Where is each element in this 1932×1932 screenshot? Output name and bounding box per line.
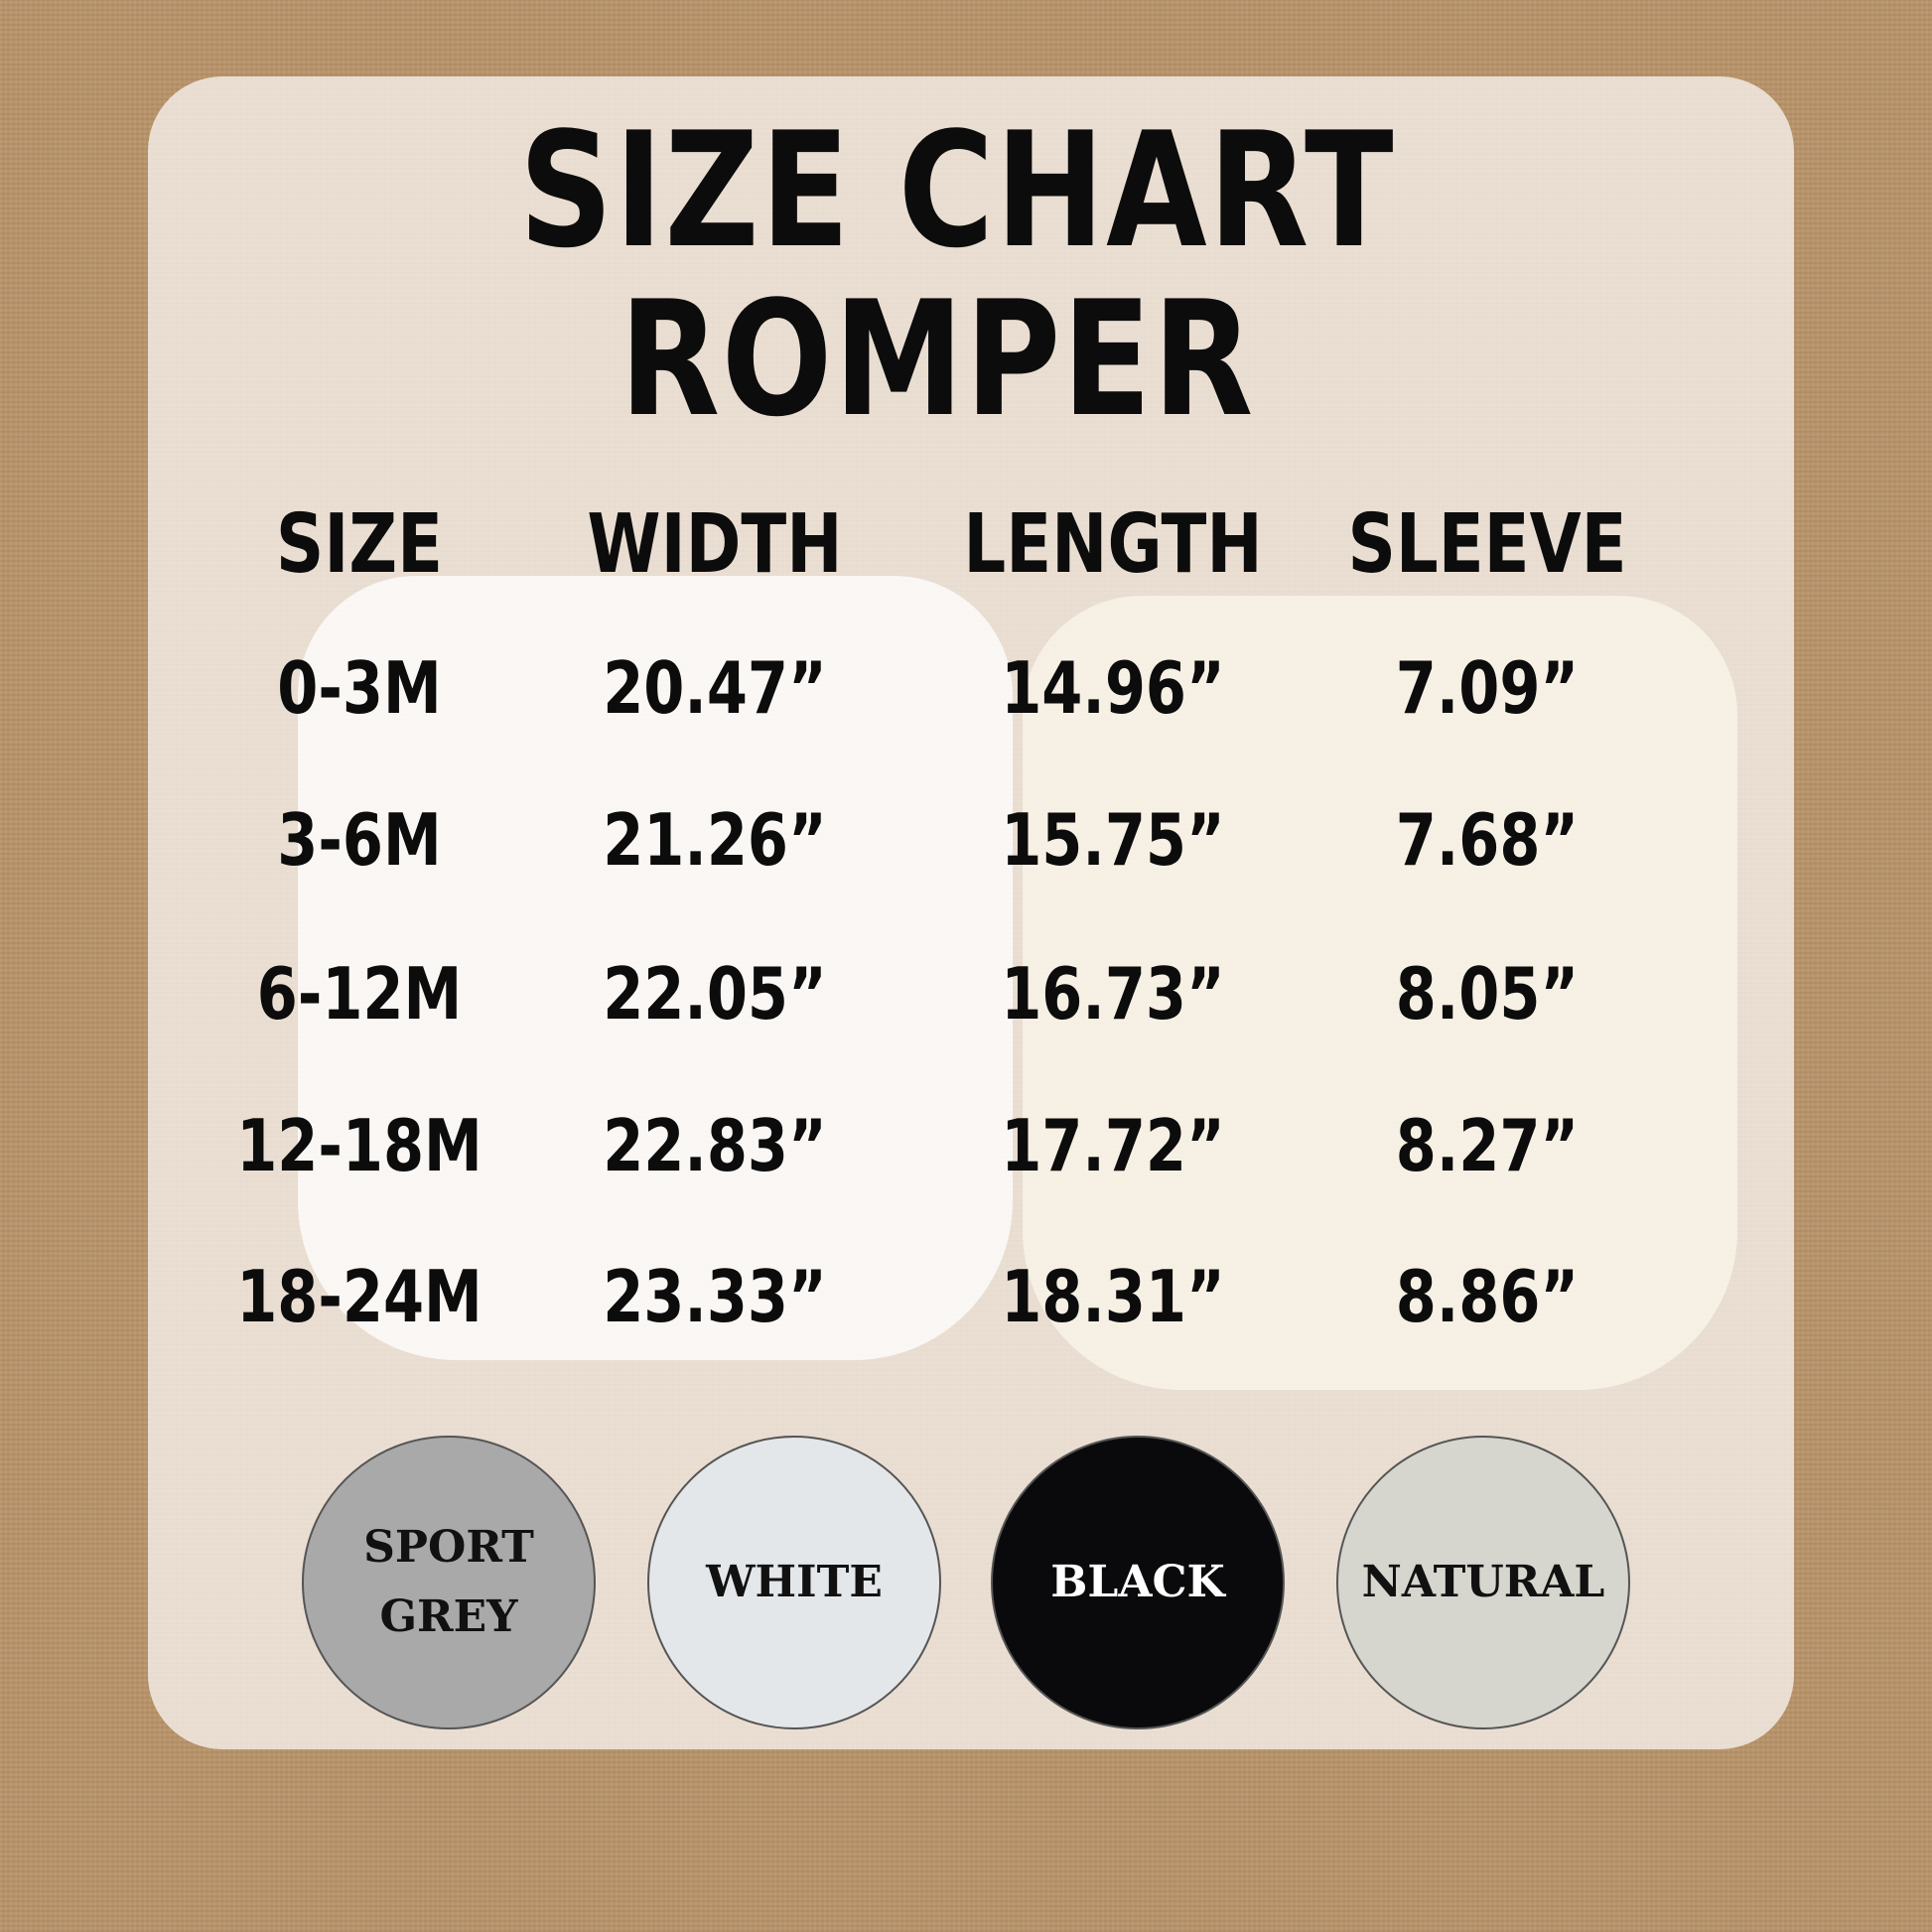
color-label-line: GREY <box>379 1591 518 1642</box>
color-label: NATURAL <box>1362 1548 1605 1617</box>
header-size: SIZE <box>275 497 444 592</box>
header-length: LENGTH <box>963 497 1263 592</box>
cell-length: 16.73” <box>1001 952 1225 1035</box>
cell-width: 22.05” <box>603 952 827 1035</box>
cell-width: 22.83” <box>603 1104 827 1187</box>
cell-width: 23.33” <box>603 1255 827 1338</box>
cell-size: 12-18M <box>236 1104 483 1187</box>
color-swatch: SPORT GREY <box>302 1436 596 1729</box>
color-label-line: SPORT <box>363 1521 534 1573</box>
cell-length: 17.72” <box>1001 1104 1225 1187</box>
chart-subtitle: ROMPER <box>620 266 1255 452</box>
cell-sleeve: 8.05” <box>1395 952 1580 1035</box>
natural-romper-photo <box>1023 596 1737 1390</box>
cell-sleeve: 8.27” <box>1395 1104 1580 1187</box>
chart-title: SIZE CHART <box>518 97 1396 283</box>
color-swatch: BLACK <box>991 1436 1285 1729</box>
cell-size: 3-6M <box>277 798 442 882</box>
color-label: BLACK <box>1050 1548 1225 1617</box>
color-label-line: BLACK <box>1050 1556 1225 1607</box>
cell-width: 20.47” <box>603 646 827 730</box>
cell-width: 21.26” <box>603 798 827 882</box>
cell-length: 14.96” <box>1001 646 1225 730</box>
color-swatch: NATURAL <box>1336 1436 1630 1729</box>
cell-sleeve: 7.09” <box>1395 646 1580 730</box>
cell-length: 15.75” <box>1001 798 1225 882</box>
cell-size: 0-3M <box>277 646 442 730</box>
header-width: WIDTH <box>587 497 843 592</box>
cell-length: 18.31” <box>1001 1255 1225 1338</box>
header-sleeve: SLEEVE <box>1347 497 1627 592</box>
cell-sleeve: 8.86” <box>1395 1255 1580 1338</box>
color-label: WHITE <box>706 1548 883 1617</box>
cell-size: 18-24M <box>236 1255 483 1338</box>
color-label-line: NATURAL <box>1361 1556 1605 1607</box>
color-label: SPORT GREY <box>363 1513 534 1653</box>
color-swatch: WHITE <box>647 1436 941 1729</box>
color-label-line: WHITE <box>706 1556 883 1607</box>
white-romper-photo <box>298 576 1013 1360</box>
cell-sleeve: 7.68” <box>1395 798 1580 882</box>
cell-size: 6-12M <box>256 952 463 1035</box>
